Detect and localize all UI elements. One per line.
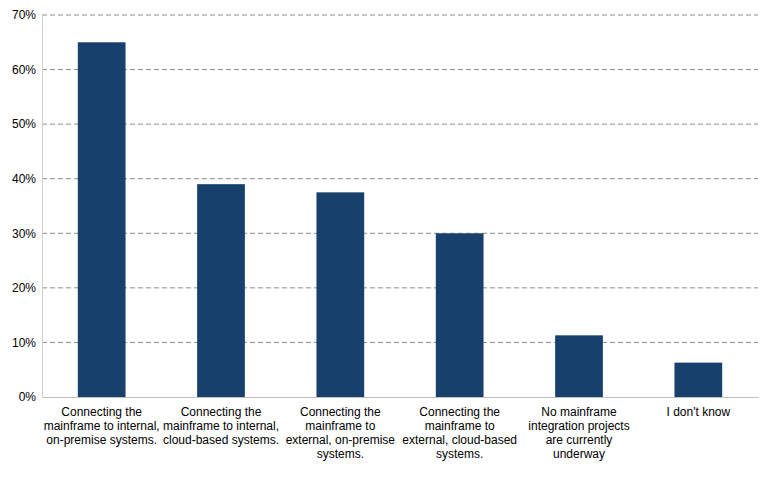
x-tick-label: Connecting themainframe toexternal, clou… — [402, 405, 517, 461]
bar — [436, 233, 484, 397]
y-tick: 20% — [12, 281, 42, 295]
grid-line — [42, 287, 758, 288]
x-tick-label: Connecting themainframe to internal,clou… — [163, 405, 279, 447]
grid-line — [42, 69, 758, 70]
x-tick: Connecting themainframe toexternal, clou… — [402, 397, 517, 461]
y-tick-label: 30% — [12, 227, 36, 241]
y-tick-label: 50% — [12, 117, 36, 131]
x-tick-label: Connecting themainframe toexternal, on-p… — [286, 405, 396, 461]
y-tick: 40% — [12, 172, 42, 186]
bar — [555, 335, 603, 397]
y-tick-label: 70% — [12, 8, 36, 22]
chart: 0% 10% 20% 30% 40% 50% 60% 70% Connecting themai… — [0, 0, 768, 480]
plot: 0% 10% 20% 30% 40% 50% 60% 70% Connecting themai… — [12, 8, 759, 460]
y-tick-label: 20% — [12, 281, 36, 295]
bars — [78, 42, 722, 397]
y-axis-line — [42, 16, 43, 398]
y-tick: 60% — [12, 63, 42, 77]
x-tick: Connecting themainframe to internal,clou… — [163, 397, 279, 447]
bar — [674, 363, 722, 397]
bar — [78, 42, 126, 397]
bar — [316, 192, 364, 397]
x-tick: I don't know — [666, 397, 730, 419]
x-tick-label: Connecting themainframe to internal,on-p… — [44, 405, 160, 447]
grid-line — [42, 124, 758, 125]
grid-line — [42, 178, 758, 179]
x-tick: No mainframeintegration projectsare curr… — [528, 397, 629, 461]
x-axis-line — [43, 397, 759, 398]
x-tick: Connecting themainframe toexternal, on-p… — [286, 397, 396, 461]
y-tick-label: 60% — [12, 63, 36, 77]
grid — [42, 15, 758, 342]
x-tick-label: No mainframeintegration projectsare curr… — [528, 405, 629, 461]
y-tick-label: 10% — [12, 336, 36, 350]
y-tick: 50% — [12, 117, 42, 131]
grid-line — [42, 233, 758, 234]
grid-line — [42, 342, 758, 343]
y-tick-label: 40% — [12, 172, 36, 186]
y-tick-label: 0% — [19, 390, 37, 404]
x-tick: Connecting themainframe to internal,on-p… — [44, 397, 160, 447]
x-tick-label: I don't know — [666, 405, 730, 419]
y-tick: 30% — [12, 227, 42, 241]
y-tick: 0% — [19, 390, 42, 404]
x-axis: Connecting themainframe to internal,on-p… — [43, 397, 759, 461]
y-tick: 10% — [12, 336, 42, 350]
y-tick: 70% — [12, 8, 42, 22]
y-axis: 0% 10% 20% 30% 40% 50% 60% 70% — [12, 8, 43, 404]
bar — [197, 184, 245, 397]
grid-line — [42, 15, 758, 16]
